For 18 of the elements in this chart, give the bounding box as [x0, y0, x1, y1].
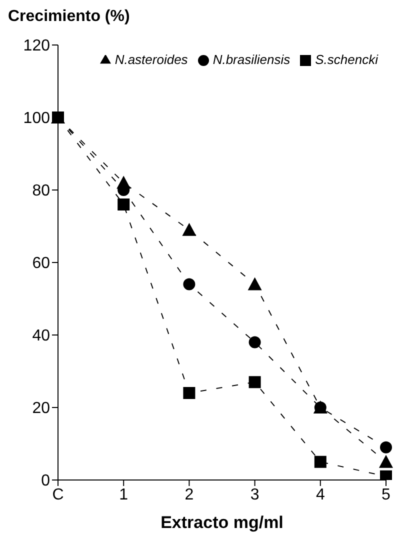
x-tick-label: C — [52, 486, 64, 504]
x-tick-label: 4 — [316, 486, 325, 504]
legend-label: S.schencki — [315, 52, 378, 67]
chart-title: Crecimiento (%) — [8, 8, 131, 27]
x-tick-label: 3 — [250, 486, 260, 504]
x-tick-label: 1 — [119, 486, 128, 504]
y-tick-label: 100 — [23, 110, 50, 128]
legend-label: N.asteroides — [114, 52, 188, 67]
y-tick-label: 20 — [32, 400, 50, 418]
y-tick-label: 0 — [41, 472, 50, 490]
y-tick-label: 60 — [32, 255, 50, 272]
y-tick-label: 40 — [32, 328, 50, 345]
x-axis-title: Extracto mg/ml — [160, 513, 284, 532]
y-tick-label: 80 — [32, 182, 50, 200]
x-tick-label: 2 — [184, 486, 194, 504]
x-tick-label: 5 — [382, 486, 391, 504]
y-tick-label: 120 — [23, 38, 50, 55]
legend-label: N.brasiliensis — [212, 52, 290, 67]
